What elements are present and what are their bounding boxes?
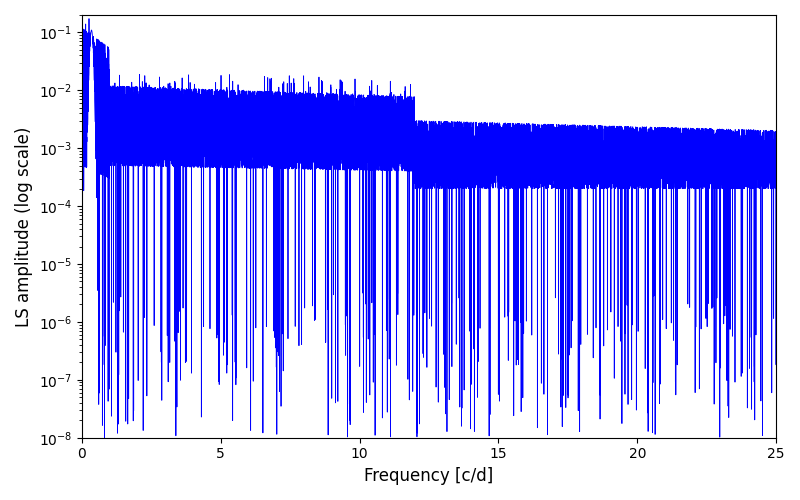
Y-axis label: LS amplitude (log scale): LS amplitude (log scale) bbox=[15, 126, 33, 326]
X-axis label: Frequency [c/d]: Frequency [c/d] bbox=[364, 467, 494, 485]
